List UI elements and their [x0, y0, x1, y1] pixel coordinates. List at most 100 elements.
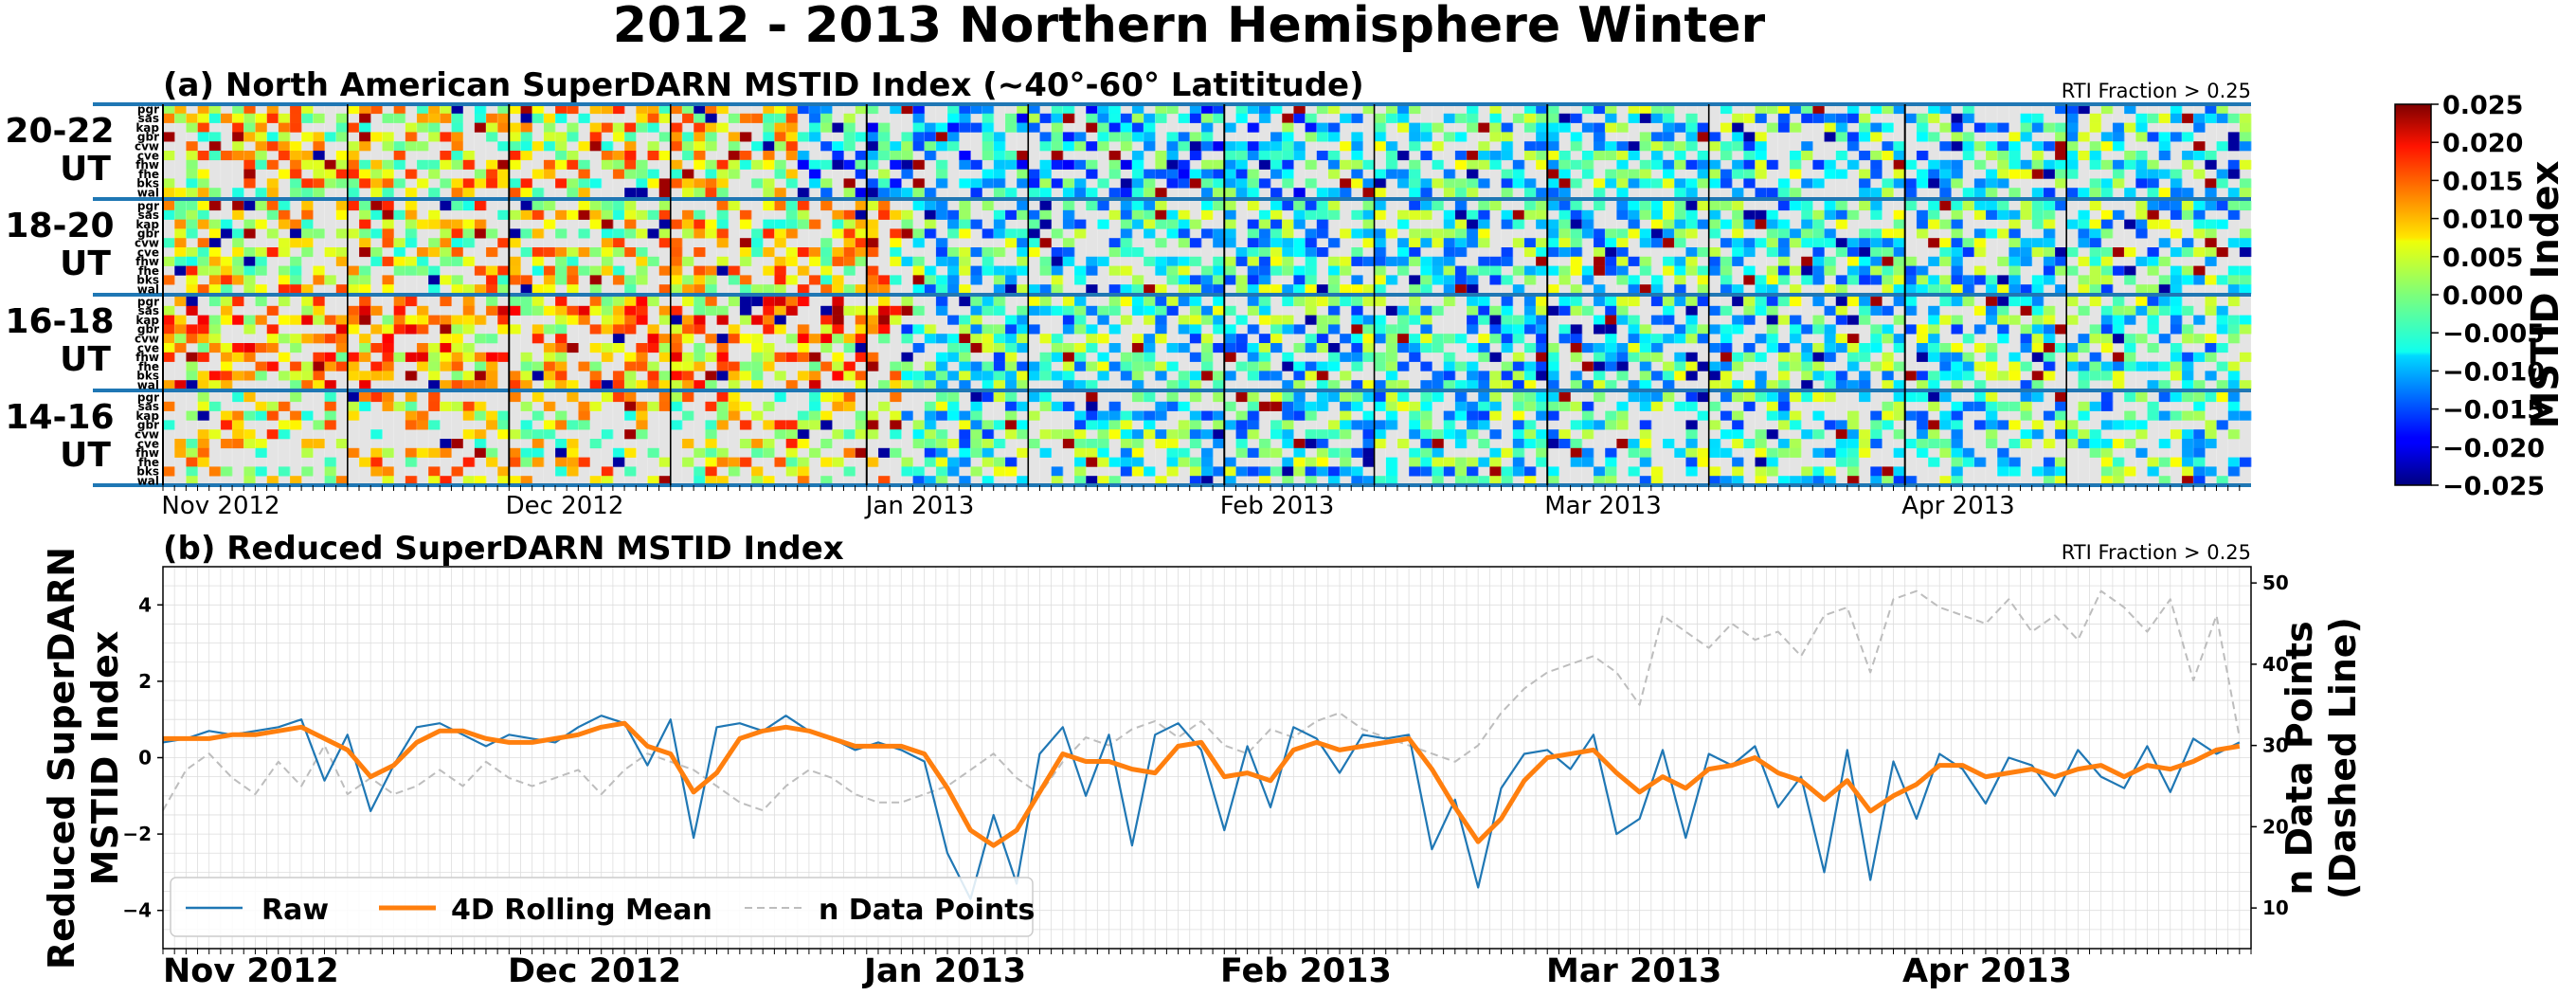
heatmap-cell: [1004, 324, 1018, 335]
heatmap-cell: [774, 420, 786, 430]
heatmap-cell: [1327, 209, 1341, 220]
heatmap-cell: [877, 209, 891, 220]
heatmap-cell: [1605, 420, 1617, 430]
heatmap-cell: [2135, 361, 2148, 371]
heatmap-cell: [1305, 132, 1318, 142]
heatmap-cell: [462, 297, 476, 307]
heatmap-cell: [739, 420, 752, 430]
heatmap-cell: [2100, 188, 2114, 198]
heatmap-cell: [1616, 361, 1629, 371]
heatmap-cell: [405, 188, 418, 198]
heatmap-cell: [1374, 361, 1387, 371]
heatmap-cell: [935, 466, 948, 477]
heatmap-cell: [1605, 104, 1617, 115]
heatmap-cell: [578, 457, 590, 467]
heatmap-cell: [2078, 305, 2090, 316]
heatmap-cell: [2170, 275, 2183, 285]
heatmap-cell: [1501, 151, 1514, 161]
heatmap-cell: [220, 371, 233, 381]
heatmap-cell: [405, 122, 418, 133]
heatmap-cell: [785, 209, 799, 220]
heatmap-cell: [785, 275, 799, 285]
heatmap-cell: [2009, 247, 2021, 258]
heatmap-cell: [2216, 380, 2229, 390]
heatmap-cell: [531, 169, 545, 179]
heatmap-cell: [2020, 343, 2033, 353]
heatmap-cell: [163, 178, 175, 189]
heatmap-cell: [1247, 352, 1260, 362]
heatmap-cell: [1454, 265, 1468, 276]
radar-label: pgr: [137, 199, 159, 212]
heatmap-cell: [647, 324, 660, 335]
heatmap-cell: [1951, 265, 1963, 276]
heatmap-cell: [1478, 178, 1490, 189]
heatmap-cell: [959, 265, 971, 276]
heatmap-cell: [313, 188, 325, 198]
heatmap-cell: [2181, 361, 2194, 371]
heatmap-cell: [1409, 228, 1421, 239]
heatmap-cell: [658, 305, 672, 316]
heatmap-cell: [1466, 151, 1479, 161]
heatmap-cell: [1581, 447, 1594, 458]
heatmap-cell: [2112, 178, 2125, 189]
heatmap-cell: [2239, 284, 2252, 295]
heatmap-cell: [1166, 132, 1179, 142]
heatmap-cell: [2078, 380, 2090, 390]
heatmap-cell: [877, 132, 891, 142]
heatmap-cell: [1305, 247, 1318, 258]
heatmap-cell: [1028, 104, 1040, 115]
heatmap-cell: [2089, 151, 2102, 161]
heatmap-cell: [866, 275, 879, 285]
group-label-top: 14-16: [5, 398, 114, 437]
heatmap-cell: [1213, 380, 1225, 390]
heatmap-cell: [2181, 159, 2194, 170]
heatmap-cell: [289, 392, 302, 403]
heatmap-cell: [982, 151, 995, 161]
heatmap-cell: [1777, 265, 1791, 276]
heatmap-cell: [670, 334, 683, 344]
heatmap-cell: [636, 297, 648, 307]
heatmap-cell: [993, 392, 1006, 403]
heatmap-cell: [935, 352, 948, 362]
heatmap-cell: [1062, 401, 1075, 411]
heatmap-cell: [2112, 371, 2125, 381]
heatmap-cell: [728, 334, 741, 344]
heatmap-cell: [808, 219, 821, 229]
heatmap-cell: [1801, 113, 1813, 123]
heatmap-cell: [1166, 392, 1179, 403]
heatmap-cell: [2124, 410, 2136, 421]
heatmap-cell: [935, 410, 948, 421]
heatmap-cell: [982, 439, 995, 449]
heatmap-cell: [647, 476, 660, 486]
heatmap-cell: [2112, 324, 2125, 335]
heatmap-cell: [832, 247, 844, 258]
heatmap-cell: [1374, 439, 1387, 449]
heatmap-cell: [1432, 429, 1445, 440]
radar-label: kap: [135, 409, 159, 423]
heatmap-cell: [959, 457, 971, 467]
heatmap-cell: [1812, 219, 1825, 229]
heatmap-cell: [1870, 305, 1882, 316]
heatmap-cell: [2054, 151, 2067, 161]
heatmap-cell: [1178, 141, 1191, 152]
heatmap-cell: [1501, 178, 1514, 189]
heatmap-cell: [2054, 457, 2067, 467]
heatmap-cell: [1131, 284, 1144, 295]
heatmap-cell: [1743, 401, 1756, 411]
heatmap-cell: [1489, 104, 1502, 115]
group-label-top: 16-18: [5, 302, 114, 341]
heatmap-cell: [2193, 429, 2206, 440]
heatmap-cell: [1166, 169, 1179, 179]
heatmap-cell: [428, 380, 441, 390]
heatmap-cell: [1812, 113, 1825, 123]
heatmap-cell: [1004, 343, 1018, 353]
heatmap-cell: [924, 284, 937, 295]
heatmap-cell: [1628, 201, 1641, 211]
heatmap-cell: [1258, 439, 1271, 449]
heatmap-cell: [1708, 361, 1721, 371]
heatmap-cell: [1454, 380, 1468, 390]
group-label-bottom: UT: [60, 436, 111, 475]
heatmap-cell: [335, 228, 349, 239]
heatmap-cell: [2205, 275, 2217, 285]
heatmap-cell: [2009, 169, 2021, 179]
